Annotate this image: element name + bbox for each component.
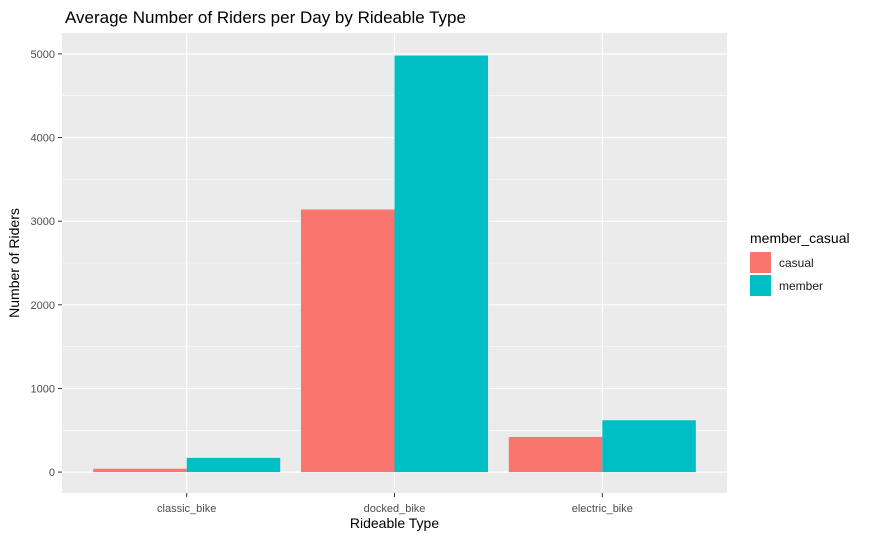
- bar-casual-classic_bike: [93, 468, 187, 473]
- y-tick-label: 0: [49, 467, 55, 479]
- bar-casual-electric_bike: [508, 436, 603, 473]
- x-tick-label: classic_bike: [157, 503, 216, 515]
- legend-key-casual: [750, 252, 771, 273]
- y-axis-title: Number of Riders: [6, 208, 22, 318]
- y-tick-label: 2000: [31, 300, 55, 312]
- y-tick-label: 5000: [31, 49, 55, 61]
- bar-member-electric_bike: [602, 420, 696, 473]
- y-axis-ticks: 0 1000 2000 3000 4000 5000: [31, 49, 62, 479]
- x-axis-title: Rideable Type: [350, 515, 439, 531]
- x-tick-label: electric_bike: [572, 503, 633, 515]
- legend: member_casual casual member: [750, 230, 850, 296]
- y-tick-label: 1000: [31, 383, 55, 395]
- legend-label-casual: casual: [779, 256, 814, 270]
- x-axis-ticks: classic_bike docked_bike electric_bike: [157, 493, 633, 515]
- bar-member-classic_bike: [186, 457, 281, 473]
- legend-title: member_casual: [750, 230, 850, 246]
- chart-title: Average Number of Riders per Day by Ride…: [65, 8, 466, 27]
- x-tick-label: docked_bike: [364, 503, 426, 515]
- bar-casual-docked_bike: [300, 209, 395, 473]
- bars: [93, 55, 696, 473]
- bar-member-docked_bike: [394, 55, 489, 473]
- y-tick-label: 3000: [31, 216, 55, 228]
- legend-label-member: member: [779, 279, 823, 293]
- y-tick-label: 4000: [31, 133, 55, 145]
- legend-key-member: [750, 275, 771, 296]
